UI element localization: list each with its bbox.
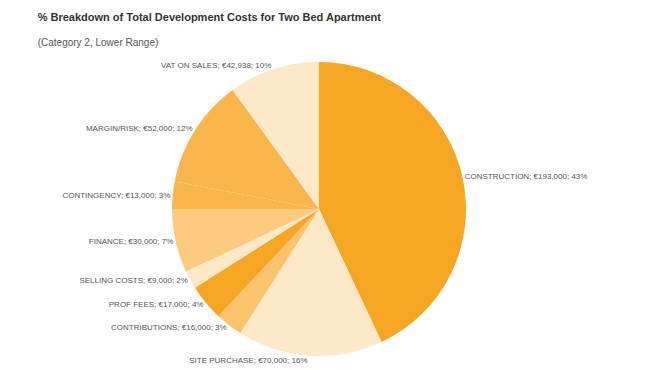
svg-text:% Breakdown of Total Developme: % Breakdown of Total Development Costs f… (38, 11, 382, 23)
svg-text:PROF FEES; €17,000; 4%: PROF FEES; €17,000; 4% (109, 300, 204, 309)
svg-text:VAT ON SALES; €42,938; 10%: VAT ON SALES; €42,938; 10% (161, 61, 271, 70)
svg-text:CONTINGENCY; €13,000; 3%: CONTINGENCY; €13,000; 3% (62, 191, 170, 200)
svg-text:CONSTRUCTION; €193,000; 43%: CONSTRUCTION; €193,000; 43% (465, 172, 588, 181)
svg-text:MARGIN/RISK; €52,000; 12%: MARGIN/RISK; €52,000; 12% (86, 124, 193, 133)
svg-text:CONTRIBUTIONS; €16,000; 3%: CONTRIBUTIONS; €16,000; 3% (111, 323, 227, 332)
svg-text:SELLING COSTS; €9,000; 2%: SELLING COSTS; €9,000; 2% (79, 276, 188, 285)
svg-text:FINANCE; €30,000; 7%: FINANCE; €30,000; 7% (89, 237, 173, 246)
svg-text:SITE PURCHASE; €70,000; 16%: SITE PURCHASE; €70,000; 16% (189, 356, 307, 365)
svg-text:(Category 2, Lower Range): (Category 2, Lower Range) (38, 37, 159, 48)
